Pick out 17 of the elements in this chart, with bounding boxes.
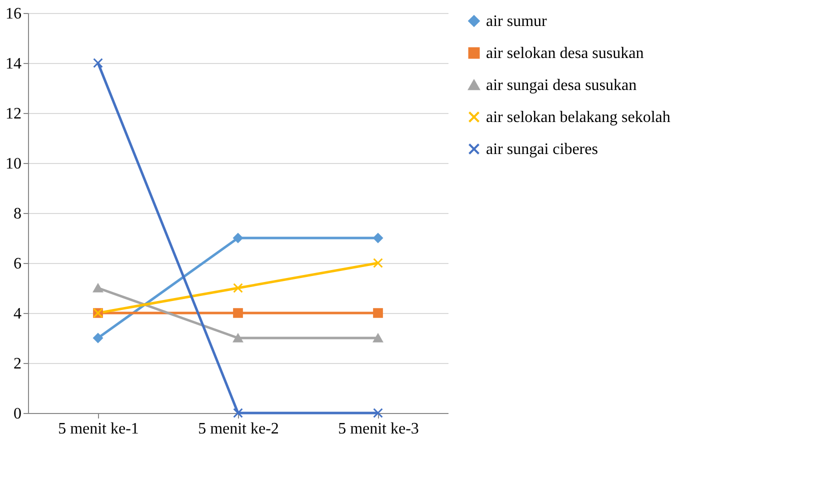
y-tick-label: 16 — [6, 6, 22, 22]
y-tick-label: 14 — [6, 56, 22, 72]
legend-label: air sungai desa susukan — [486, 77, 637, 94]
x-tick-label: 5 menit ke-2 — [198, 420, 279, 438]
y-tick-label: 10 — [6, 156, 22, 172]
legend-label: air sumur — [486, 13, 548, 30]
y-tick-label: 8 — [14, 206, 22, 222]
legend-label: air selokan belakang sekolah — [486, 109, 670, 126]
x-tick-label: 5 menit ke-3 — [338, 420, 419, 438]
x-tick-label: 5 menit ke-1 — [58, 420, 139, 438]
y-tick-label: 2 — [14, 356, 22, 372]
y-tick-label: 0 — [14, 406, 22, 422]
y-tick-label: 12 — [6, 106, 22, 122]
y-tick-label: 4 — [14, 306, 22, 322]
y-tick-label: 6 — [14, 256, 22, 272]
legend-label: air selokan desa susukan — [486, 45, 644, 62]
legend-label: air sungai ciberes — [486, 141, 598, 158]
